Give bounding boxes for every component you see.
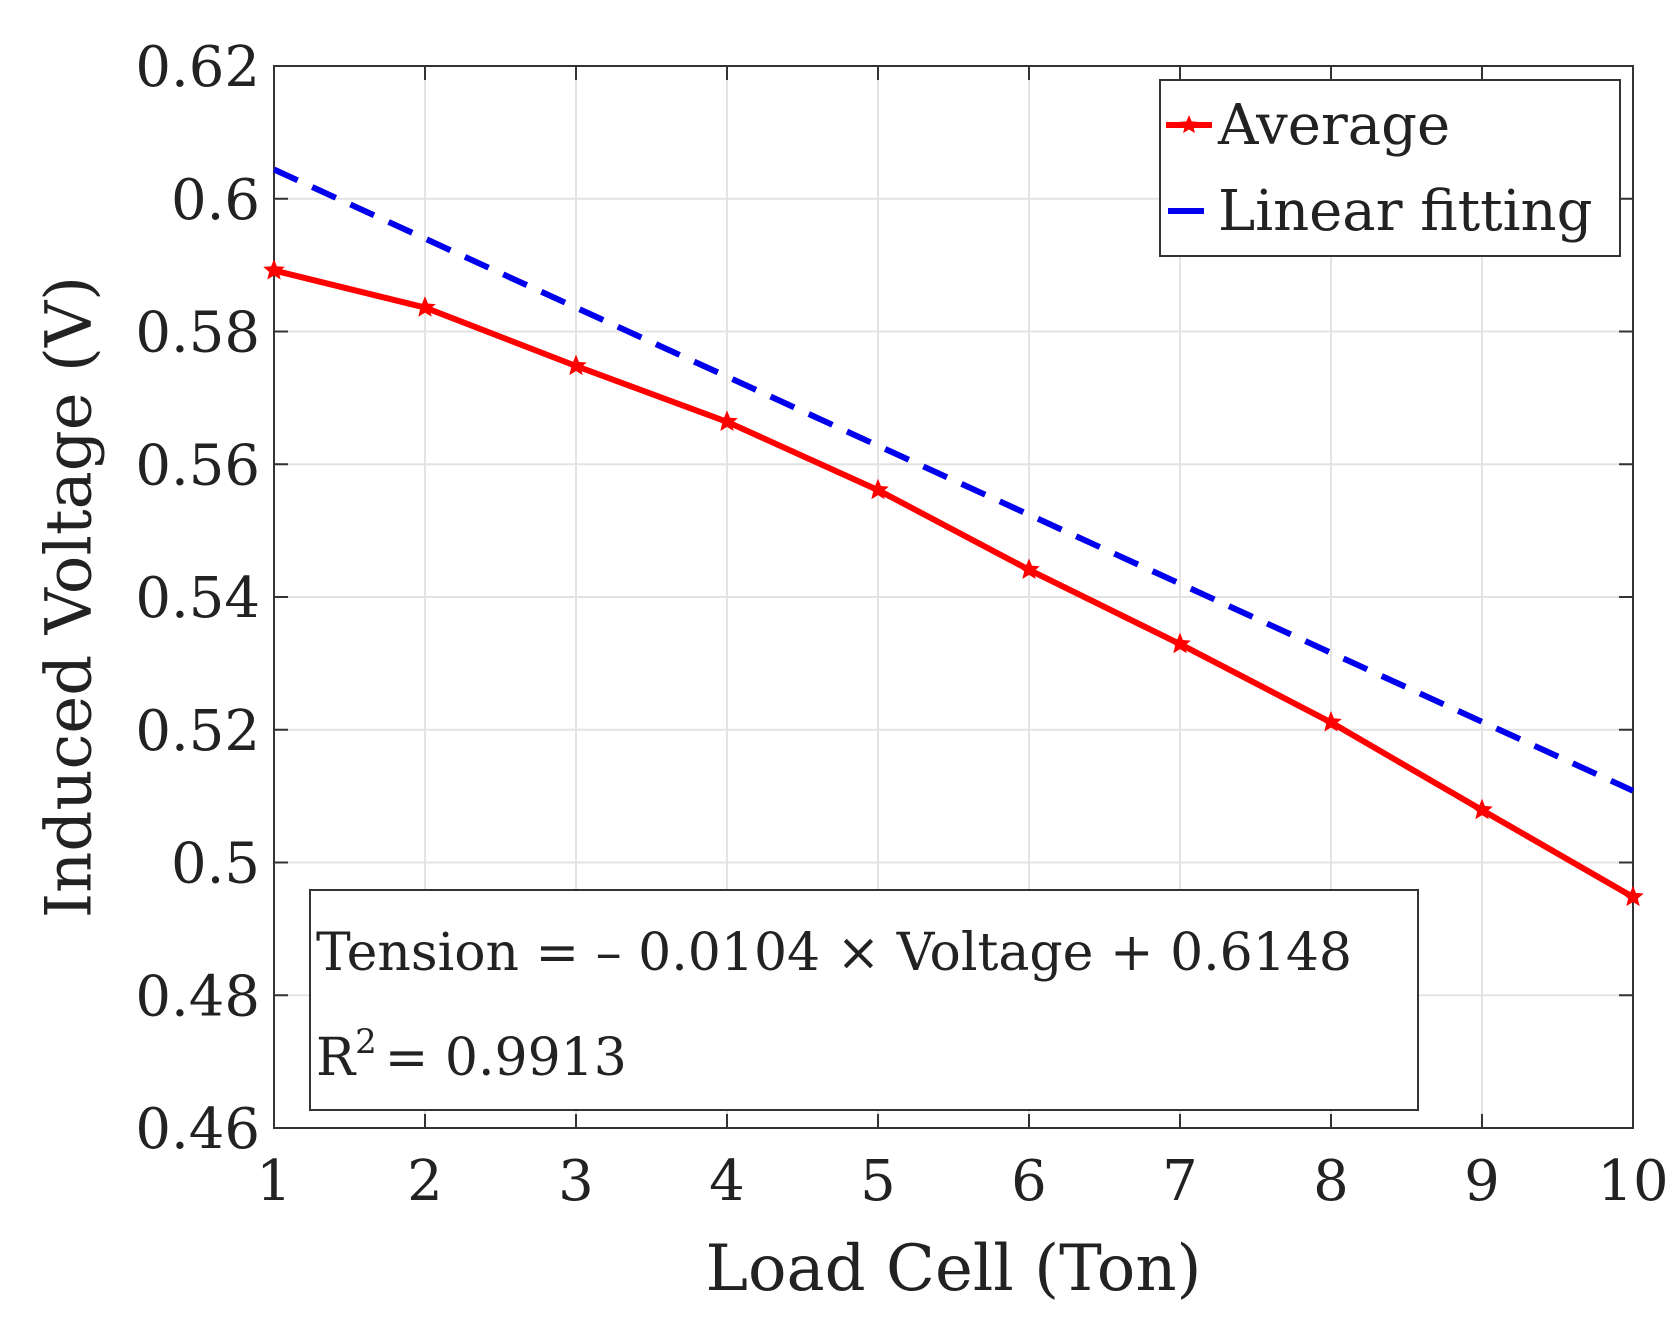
- axis-ticks: 1 2 3 4 5 6 7 8 9 10 0.46 0.48 0.5 0.52 0.54 0.56 0.58 0.…: [135, 35, 1668, 1214]
- r-squared-value: = 0.9913: [385, 1028, 627, 1088]
- data-point-star: [867, 478, 889, 500]
- fit-equation: Tension = – 0.0104 × Voltage + 0.6148: [316, 923, 1352, 983]
- y-tick-label: 0.6: [171, 168, 260, 233]
- r-squared: R2 = 0.9913: [316, 1022, 627, 1088]
- y-tick-label: 0.5: [171, 832, 260, 897]
- legend-star-marker: [1179, 115, 1199, 134]
- x-tick-label: 9: [1464, 1149, 1500, 1214]
- legend-label-linear-fitting: Linear fitting: [1218, 179, 1592, 244]
- y-tick-label: 0.48: [135, 964, 260, 1029]
- series-line: [273, 267, 1635, 900]
- x-tick-label: 1: [256, 1149, 292, 1214]
- y-tick-label: 0.56: [135, 433, 260, 498]
- r-squared-superscript: 2: [355, 1022, 377, 1062]
- y-tick-label: 0.46: [135, 1097, 260, 1162]
- legend: Average Linear fitting: [1159, 79, 1621, 257]
- x-tick-label: 6: [1011, 1149, 1047, 1214]
- y-tick-label: 0.52: [135, 699, 260, 764]
- legend-label-average: Average: [1217, 93, 1450, 158]
- series-average: [263, 259, 1644, 907]
- y-tick-label: 0.62: [135, 35, 260, 100]
- data-point-star: [1471, 798, 1493, 820]
- data-point-star: [1169, 632, 1191, 654]
- legend-box: [1159, 79, 1621, 257]
- data-point-star: [1320, 711, 1342, 732]
- r-squared-label: R: [316, 1028, 357, 1088]
- data-point-star: [565, 354, 587, 376]
- x-tick-label: 10: [1597, 1149, 1668, 1214]
- y-tick-label: 0.54: [135, 566, 260, 631]
- y-axis-title: Induced Voltage (V): [33, 276, 107, 918]
- x-tick-label: 3: [558, 1149, 594, 1214]
- x-tick-label: 5: [860, 1149, 896, 1214]
- data-point-star: [414, 296, 436, 317]
- series-layer: [263, 166, 1644, 907]
- x-tick-label: 4: [709, 1149, 745, 1214]
- x-axis-title: Load Cell (Ton): [705, 1232, 1201, 1306]
- x-tick-label: 8: [1313, 1149, 1349, 1214]
- data-point-star: [716, 410, 738, 431]
- annotation-box: [309, 889, 1419, 1111]
- y-tick-label: 0.58: [135, 301, 260, 366]
- data-point-star: [1622, 885, 1644, 907]
- data-point-star: [1018, 558, 1040, 579]
- data-point-star: [263, 259, 285, 280]
- x-tick-label: 7: [1162, 1149, 1198, 1214]
- equation-annotation: Tension = – 0.0104 × Voltage + 0.6148 R2…: [309, 889, 1419, 1111]
- x-tick-label: 2: [407, 1149, 443, 1214]
